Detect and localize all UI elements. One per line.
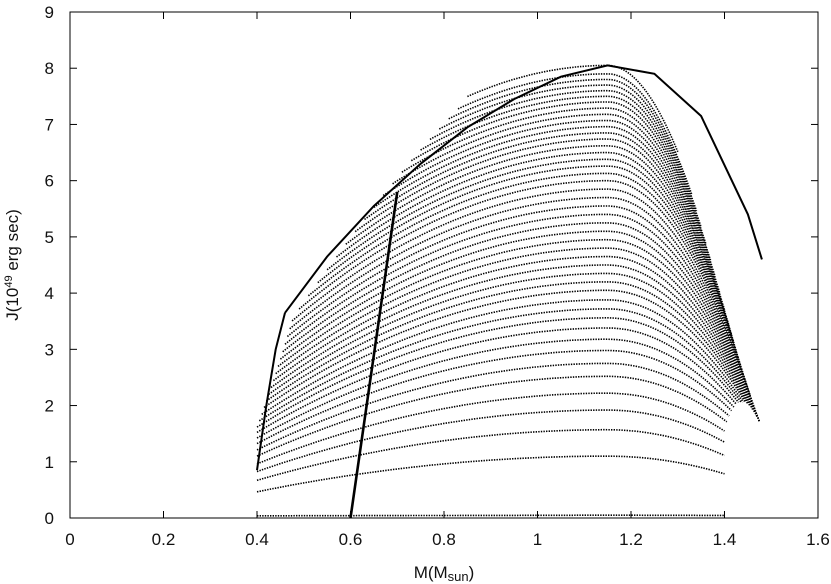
y-tick-label: 6 [45, 172, 54, 191]
y-tick-label: 5 [45, 228, 54, 247]
series-curve [256, 455, 725, 493]
series-curve [429, 89, 707, 244]
series-curve [373, 125, 733, 335]
y-tick-label: 2 [45, 397, 54, 416]
x-tick-label: 1 [533, 530, 542, 549]
series-curve [270, 264, 754, 410]
curve-family [256, 64, 761, 517]
series-curve [326, 158, 744, 375]
left-envelope-line [256, 312, 286, 471]
series-curve [354, 138, 737, 352]
x-ticks: 0 0.2 0.4 0.6 0.8 1 1.2 1.4 1.6 [65, 12, 830, 549]
series-curve [256, 392, 725, 465]
series-curve [275, 247, 758, 418]
series-curve [256, 327, 737, 434]
series-curve [277, 238, 758, 417]
series-curve [256, 349, 733, 445]
y-axis-label: J(1049 erg sec) [3, 209, 22, 320]
y-tick-label: 1 [45, 453, 54, 472]
y-tick-label: 4 [45, 284, 54, 303]
x-tick-label: 1.4 [713, 530, 737, 549]
y-tick-label: 8 [45, 59, 54, 78]
x-axis-label: M(Msun) [414, 563, 475, 584]
series-curve [401, 107, 721, 294]
boundary-line-segment [349, 191, 399, 519]
boundary-line [349, 191, 399, 519]
x-tick-label: 0.4 [245, 530, 269, 549]
y-tick-label: 3 [45, 340, 54, 359]
series-curve [265, 281, 749, 405]
series-curve [268, 272, 751, 407]
series-curve [272, 255, 756, 414]
series-curve [256, 362, 730, 451]
x-tick-label: 1.2 [619, 530, 643, 549]
series-curve [457, 73, 693, 195]
series-curve [336, 151, 742, 367]
x-tick-label: 1.6 [806, 530, 830, 549]
series-curve [317, 165, 747, 382]
series-curve [286, 205, 758, 417]
series-curve [284, 213, 761, 423]
series-curve [345, 144, 740, 360]
series-curve [256, 338, 735, 439]
series-curve [307, 172, 749, 389]
series-curve [256, 428, 725, 482]
series-curve [420, 95, 712, 261]
y-tick-label: 0 [45, 509, 54, 528]
series-curve [382, 119, 730, 327]
upper-envelope-line [284, 64, 763, 314]
series-curve [279, 230, 761, 423]
series-curve [282, 222, 761, 423]
x-tick-label: 0 [65, 530, 74, 549]
x-tick-label: 0.6 [339, 530, 363, 549]
series-curve [256, 409, 725, 473]
y-ticks: 0 1 2 3 4 5 6 7 8 9 [45, 3, 818, 528]
series-curve [256, 316, 740, 428]
series-curve [467, 64, 679, 153]
series-curve [261, 299, 744, 415]
envelopes [256, 64, 763, 471]
x-tick-label: 0.8 [432, 530, 456, 549]
series-curve [291, 188, 754, 403]
series-curve [392, 113, 726, 311]
y-tick-label: 7 [45, 115, 54, 134]
series-curve [258, 308, 742, 422]
series-curve [438, 84, 702, 228]
series-curve [298, 179, 751, 396]
x-tick-label: 0.2 [152, 530, 176, 549]
series-curve [257, 514, 725, 517]
series-curve [263, 289, 747, 409]
plot-frame [69, 11, 819, 519]
y-tick-label: 9 [45, 3, 54, 22]
series-curve [364, 132, 735, 344]
series-curve [448, 78, 698, 212]
series-curve [256, 375, 728, 457]
